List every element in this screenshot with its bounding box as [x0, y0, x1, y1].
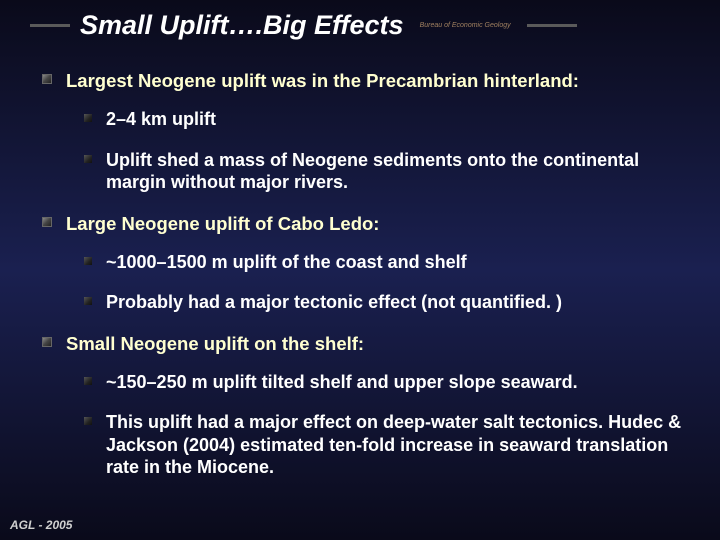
content: Largest Neogene uplift was in the Precam…: [30, 69, 690, 479]
bullet-l2-text: Uplift shed a mass of Neogene sediments …: [106, 149, 690, 194]
bullet-l2: ~1000–1500 m uplift of the coast and she…: [84, 251, 690, 274]
bullet-l2: Uplift shed a mass of Neogene sediments …: [84, 149, 690, 194]
bullet-l2-text: Probably had a major tectonic effect (no…: [106, 291, 562, 314]
square-bullet-icon: [84, 417, 92, 425]
bullet-l2-text: This uplift had a major effect on deep-w…: [106, 411, 690, 479]
square-bullet-icon: [42, 217, 52, 227]
bullet-l2: ~150–250 m uplift tilted shelf and upper…: [84, 371, 690, 394]
square-bullet-icon: [84, 257, 92, 265]
slide-subtitle: Bureau of Economic Geology: [420, 22, 511, 29]
title-rule-left: [30, 24, 70, 27]
slide-title: Small Uplift….Big Effects: [80, 10, 404, 41]
bullet-l1-text: Small Neogene uplift on the shelf:: [66, 332, 364, 355]
square-bullet-icon: [84, 377, 92, 385]
bullet-l2: This uplift had a major effect on deep-w…: [84, 411, 690, 479]
bullet-l1-text: Largest Neogene uplift was in the Precam…: [66, 69, 579, 92]
bullet-l1: Largest Neogene uplift was in the Precam…: [42, 69, 690, 92]
bullet-l1: Large Neogene uplift of Cabo Ledo:: [42, 212, 690, 235]
square-bullet-icon: [84, 155, 92, 163]
square-bullet-icon: [84, 297, 92, 305]
square-bullet-icon: [84, 114, 92, 122]
bullet-l1-text: Large Neogene uplift of Cabo Ledo:: [66, 212, 379, 235]
footer-text: AGL - 2005: [10, 518, 72, 532]
title-row: Small Uplift….Big Effects Bureau of Econ…: [30, 10, 690, 41]
title-rule-right: [527, 24, 577, 27]
bullet-l2: Probably had a major tectonic effect (no…: [84, 291, 690, 314]
bullet-l2-text: ~1000–1500 m uplift of the coast and she…: [106, 251, 467, 274]
square-bullet-icon: [42, 74, 52, 84]
bullet-l2: 2–4 km uplift: [84, 108, 690, 131]
bullet-l2-text: 2–4 km uplift: [106, 108, 216, 131]
bullet-l2-text: ~150–250 m uplift tilted shelf and upper…: [106, 371, 578, 394]
bullet-l1: Small Neogene uplift on the shelf:: [42, 332, 690, 355]
slide: Small Uplift….Big Effects Bureau of Econ…: [0, 0, 720, 540]
square-bullet-icon: [42, 337, 52, 347]
